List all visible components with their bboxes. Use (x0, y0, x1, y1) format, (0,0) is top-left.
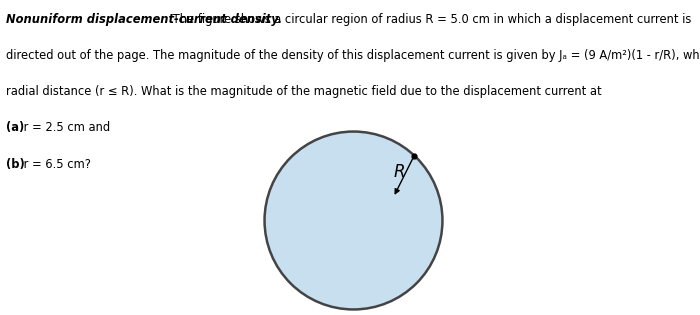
Text: R: R (394, 163, 405, 181)
Text: r = 6.5 cm?: r = 6.5 cm? (20, 158, 91, 170)
Text: (b): (b) (6, 158, 25, 170)
Text: Nonuniform displacement-current density.: Nonuniform displacement-current density. (6, 13, 281, 26)
Text: The figure shows a circular region of radius R = 5.0 cm in which a displacement : The figure shows a circular region of ra… (169, 13, 692, 26)
Text: r = 2.5 cm and: r = 2.5 cm and (20, 121, 111, 134)
Text: radial distance (r ≤ R). What is the magnitude of the magnetic field due to the : radial distance (r ≤ R). What is the mag… (6, 85, 601, 98)
Text: directed out of the page. The magnitude of the density of this displacement curr: directed out of the page. The magnitude … (6, 49, 700, 62)
Text: (a): (a) (6, 121, 24, 134)
Circle shape (265, 132, 442, 309)
